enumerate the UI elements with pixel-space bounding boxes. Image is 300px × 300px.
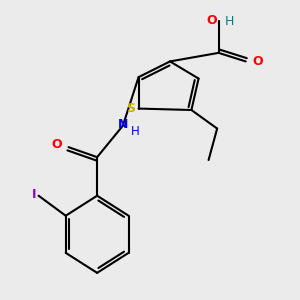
Text: O: O xyxy=(252,55,262,68)
Text: I: I xyxy=(32,188,37,201)
Text: H: H xyxy=(225,15,234,28)
Text: S: S xyxy=(126,102,135,115)
Text: O: O xyxy=(52,138,62,151)
Text: H: H xyxy=(131,125,140,138)
Text: N: N xyxy=(118,118,128,131)
Text: O: O xyxy=(206,14,217,26)
